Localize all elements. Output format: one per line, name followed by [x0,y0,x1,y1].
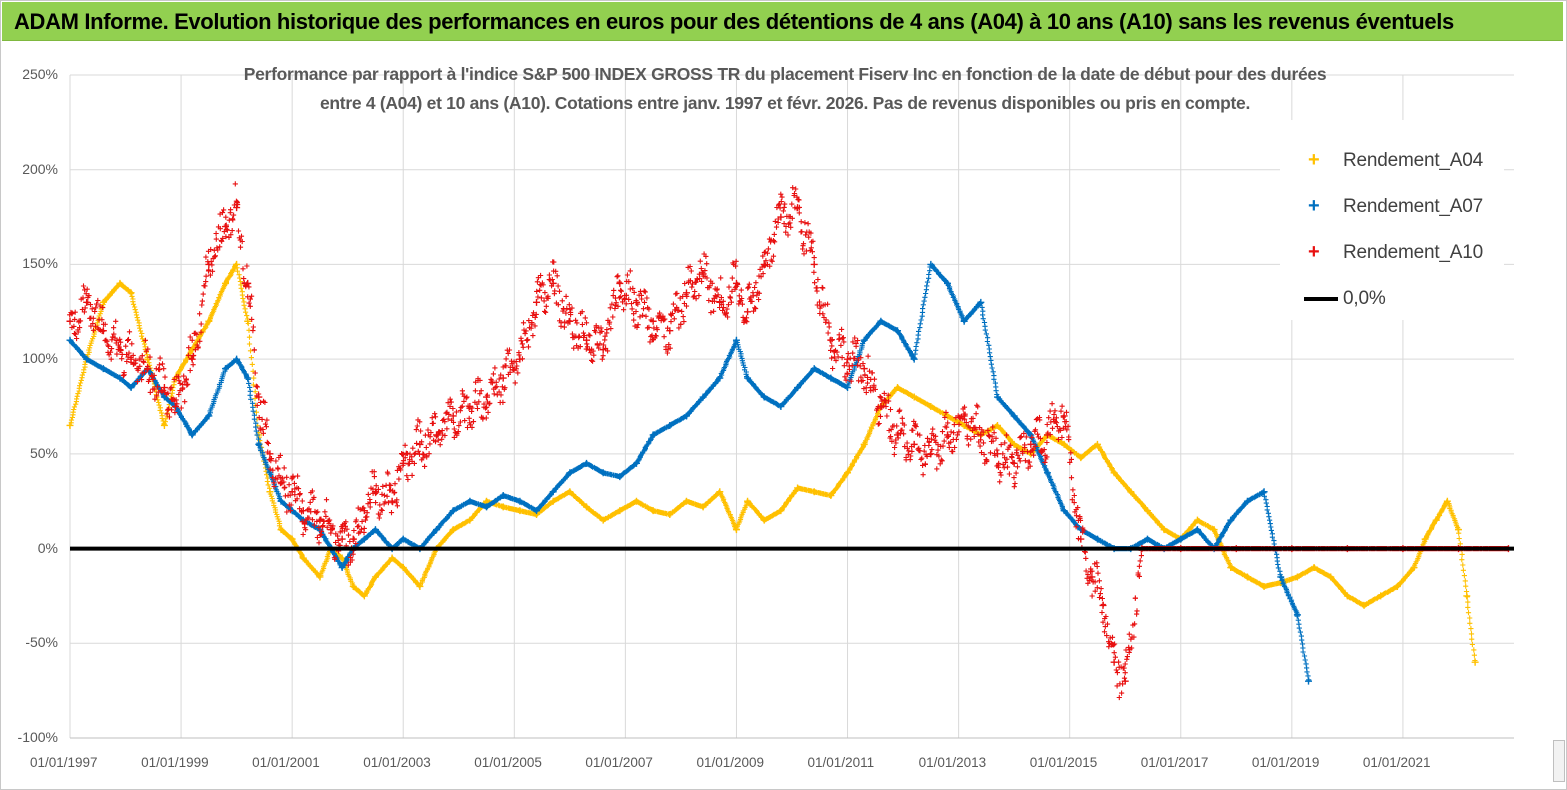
series-rendement_a04 [66,260,1479,666]
legend-item-a04[interactable]: + Rendement_A04 [1280,146,1504,176]
x-tick-label: 01/01/2019 [1251,755,1320,770]
data-point [810,260,818,268]
y-tick-label: 250% [22,66,58,82]
legend-label-a07: Rendement_A07 [1343,196,1484,217]
data-point [1010,459,1018,467]
data-point [1121,677,1129,685]
data-point [316,516,324,524]
y-tick-label: -50% [25,634,58,651]
series-rendement_a07 [66,260,1313,685]
x-tick-label: 01/01/2011 [807,755,875,770]
scroll-handle[interactable] [1553,740,1565,782]
banner-title: ADAM Informe. Evolution historique des p… [14,9,1454,34]
legend-label-zero: 0,0% [1343,288,1386,309]
y-tick-label: 50% [29,444,58,461]
legend-line-zero [1304,297,1338,301]
x-tick-label: 01/01/1999 [141,755,209,770]
x-tick-label: 01/01/2017 [1140,755,1209,770]
chart-title-line-1: Performance par rapport à l'indice S&P 5… [243,64,1327,84]
legend-label-a10: Rendement_A10 [1343,242,1484,263]
data-point [449,412,457,420]
data-point [299,507,307,515]
legend-item-zero-line[interactable]: 0,0% [1280,284,1504,314]
data-point [483,393,491,401]
x-tick-label: 01/01/2013 [918,755,987,770]
y-tick-label: 150% [22,255,58,272]
y-tick-label: 200% [22,160,58,177]
legend-marker-a04: + [1308,149,1320,171]
x-tick-label: 01/01/2007 [585,755,653,770]
legend-marker-a07: + [1308,195,1320,217]
x-tick-label: 01/01/2003 [363,755,431,770]
legend-item-a10[interactable]: + Rendement_A10 [1280,238,1504,268]
data-point [1060,412,1068,420]
y-tick-label: 0% [37,539,58,556]
x-tick-label: 01/01/2009 [696,755,765,770]
data-point [388,497,396,505]
legend-item-a07[interactable]: + Rendement_A07 [1280,192,1504,222]
data-point [744,308,752,316]
x-tick-label: 01/01/2005 [474,755,542,770]
data-point [66,317,74,325]
x-tick-label: 01/01/2015 [1029,755,1098,770]
series-scatter-cloud [67,262,1312,683]
data-point [288,488,296,496]
header-banner: ADAM Informe. Evolution historique des p… [2,2,1563,41]
data-point [188,355,196,363]
data-point [566,317,574,325]
legend-label-a04: Rendement_A04 [1343,150,1484,171]
x-tick-label: 01/01/1997 [30,755,98,770]
data-point [860,365,868,373]
y-tick-label: -100% [17,729,58,745]
series-rendement_a10 [66,181,1512,701]
data-point [1027,440,1035,448]
data-point [499,374,507,382]
chart-title-line-2: entre 4 (A04) et 10 ans (A10). Cotations… [319,93,1251,113]
series-scatter-cloud [67,261,1478,664]
data-point [533,298,541,306]
legend-marker-a10: + [1308,241,1320,263]
chart-legend[interactable]: + Rendement_A04 + Rendement_A07 + Rendem… [1280,120,1504,320]
data-point [1088,573,1096,581]
y-tick-label: 100% [22,350,58,367]
data-point [338,535,346,543]
x-tick-label: 01/01/2021 [1362,755,1431,770]
x-tick-label: 01/01/2001 [252,755,320,770]
